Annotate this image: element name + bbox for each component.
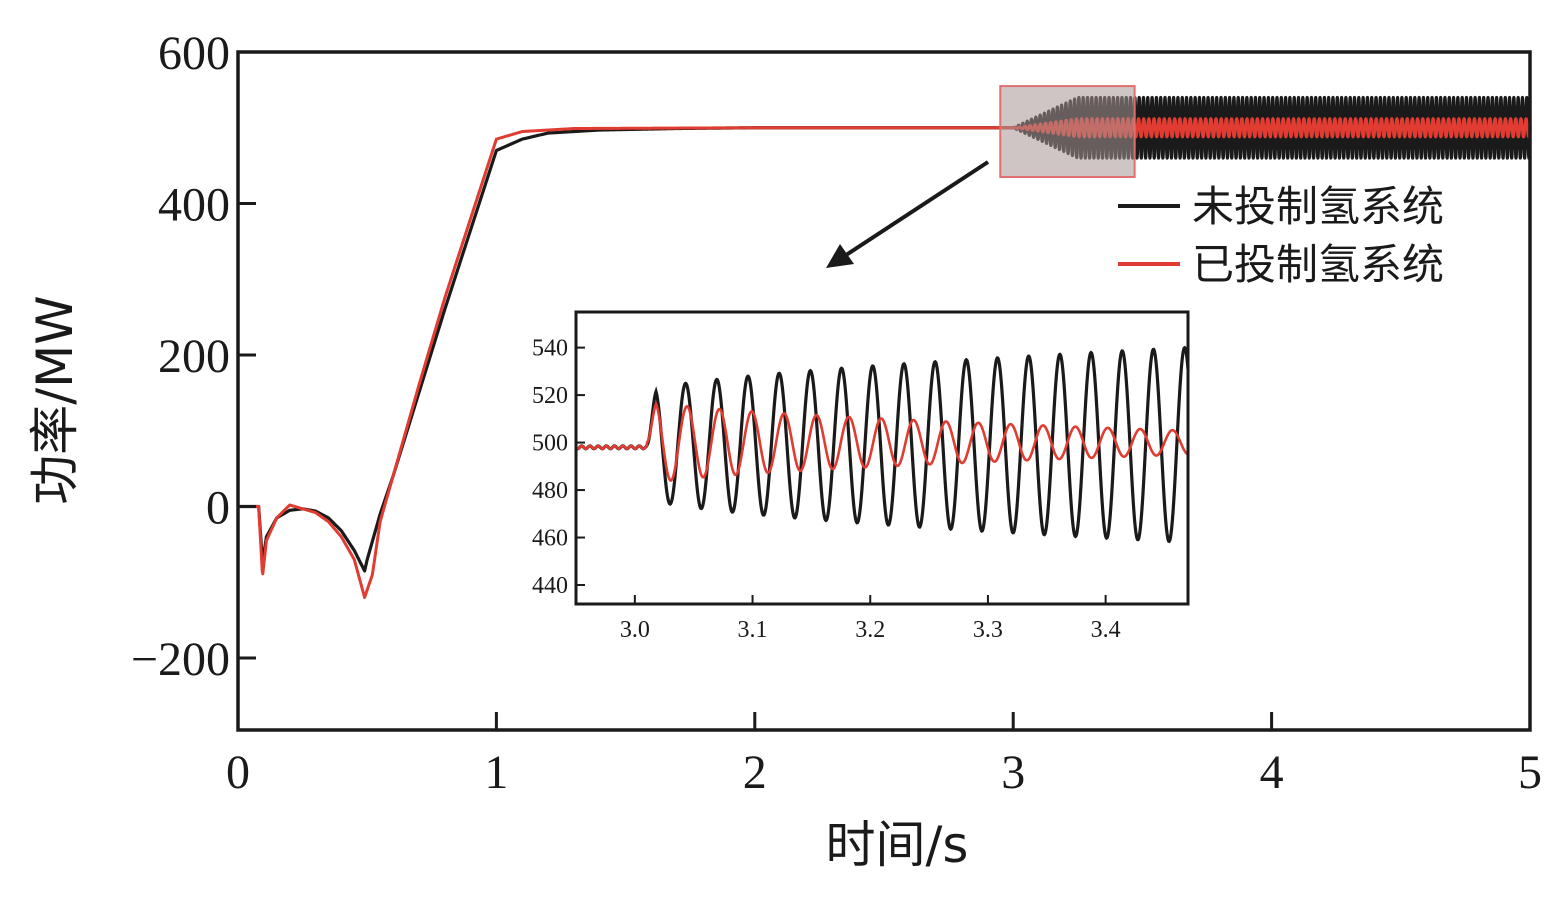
- inset-y-tick-label: 440: [532, 573, 568, 599]
- main-plot-frame: [236, 50, 1532, 732]
- inset-x-tick-label: 3.2: [855, 617, 885, 643]
- inset-x-tick-label: 3.0: [620, 617, 650, 643]
- inset-y-tick-label: 540: [532, 336, 568, 362]
- inset-y-tick-label: 500: [532, 431, 568, 457]
- y-tick-label: 200: [158, 330, 230, 383]
- y-tick-label: 0: [206, 482, 230, 535]
- y-tick-label: 400: [158, 179, 230, 232]
- inset-x-tick-label: 3.1: [738, 617, 768, 643]
- x-tick-label: 0: [226, 746, 250, 799]
- x-tick-label: 5: [1518, 746, 1542, 799]
- zoom-box: [999, 85, 1136, 178]
- inset-x-tick-label: 3.4: [1091, 617, 1121, 643]
- x-tick-label: 1: [484, 746, 508, 799]
- legend-label: 已投制氢系统: [1192, 240, 1444, 289]
- inset-series-line-with-hydrogen: [576, 400, 1188, 482]
- axis-titles: 时间/s 功率/MW: [26, 295, 968, 874]
- inset-x-tick-label: 3.3: [973, 617, 1003, 643]
- zoom-arrow-line: [838, 160, 990, 261]
- x-tick-label: 3: [1001, 746, 1025, 799]
- y-tick-label: 600: [158, 27, 230, 80]
- legend-label: 未投制氢系统: [1192, 182, 1444, 231]
- y-tick-label: −200: [131, 633, 230, 686]
- x-axis-title: 时间/s: [826, 816, 969, 874]
- main-plot: 0 1 2 3 4 5 −200 0 200 400 600: [131, 27, 1542, 799]
- zoom-arrow-head: [826, 244, 854, 268]
- x-tick-label: 2: [743, 746, 767, 799]
- inset-y-tick-label: 480: [532, 478, 568, 504]
- inset-y-tick-label: 520: [532, 383, 568, 409]
- inset-y-tick-label: 460: [532, 526, 568, 552]
- inset-frame: [574, 310, 1190, 606]
- x-tick-label: 4: [1260, 746, 1284, 799]
- y-axis-title: 功率/MW: [26, 295, 84, 504]
- inset-plot: 3.0 3.1 3.2 3.3 3.4 440 460 480 500 520 540: [532, 310, 1190, 643]
